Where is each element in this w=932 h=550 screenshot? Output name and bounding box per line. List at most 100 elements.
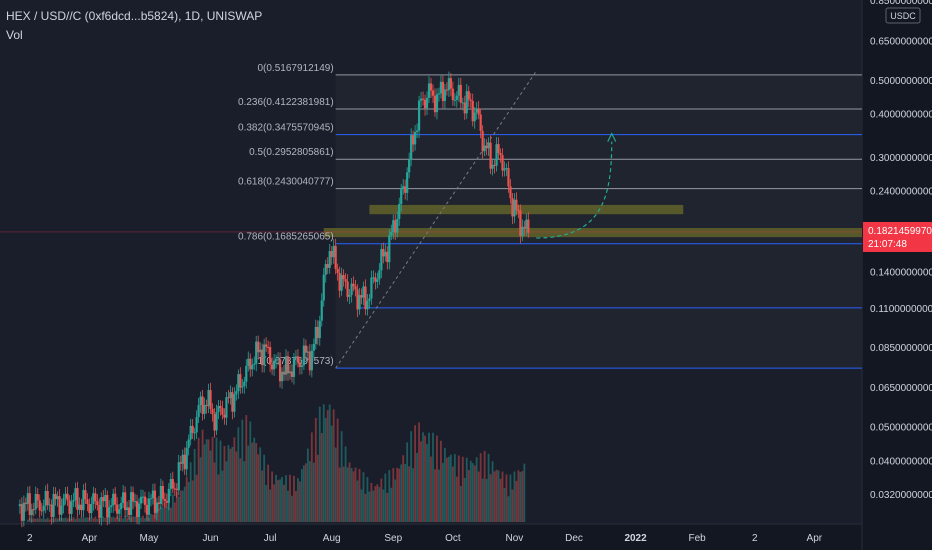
candle-body[interactable] — [282, 371, 286, 375]
candle-body[interactable] — [390, 231, 393, 236]
candle-body[interactable] — [30, 509, 33, 516]
candle-body[interactable] — [60, 505, 63, 515]
candle-body[interactable] — [34, 493, 37, 510]
candle-body[interactable] — [155, 502, 159, 513]
candle-body[interactable] — [525, 219, 528, 229]
candle-body[interactable] — [96, 501, 99, 506]
price-axis[interactable] — [862, 0, 932, 550]
candle-body[interactable] — [64, 493, 67, 499]
candle-body[interactable] — [344, 279, 347, 282]
candle-body[interactable] — [135, 501, 139, 517]
candle-body[interactable] — [372, 277, 375, 279]
candle-body[interactable] — [314, 326, 317, 344]
candle-body[interactable] — [42, 505, 45, 511]
candle-body[interactable] — [139, 496, 143, 504]
candle-body[interactable] — [479, 114, 482, 131]
candle-body[interactable] — [159, 486, 162, 504]
candle-body[interactable] — [318, 320, 321, 339]
candle-body[interactable] — [195, 417, 198, 433]
candle-body[interactable] — [271, 364, 274, 370]
candle-body[interactable] — [276, 359, 280, 361]
candle-body[interactable] — [124, 492, 127, 511]
candle-body[interactable] — [284, 356, 288, 375]
currency-badge[interactable] — [885, 7, 921, 24]
candle-body[interactable] — [368, 298, 371, 301]
candle-body[interactable] — [425, 97, 429, 109]
candle-body[interactable] — [392, 220, 395, 232]
candle-body[interactable] — [165, 500, 168, 503]
candle-body[interactable] — [215, 411, 218, 431]
candle-body[interactable] — [447, 78, 450, 91]
candle-body[interactable] — [187, 439, 190, 448]
candle-body[interactable] — [213, 414, 216, 431]
candle-body[interactable] — [272, 360, 276, 370]
candle-body[interactable] — [181, 454, 184, 464]
candle-body[interactable] — [503, 168, 506, 171]
candle-body[interactable] — [364, 286, 367, 310]
candle-body[interactable] — [509, 186, 512, 199]
candle-body[interactable] — [324, 264, 327, 275]
candle-body[interactable] — [267, 346, 270, 348]
candle-body[interactable] — [108, 507, 111, 518]
candle-body[interactable] — [153, 490, 157, 513]
candle-body[interactable] — [493, 164, 496, 166]
candle-body[interactable] — [88, 504, 91, 514]
candle-body[interactable] — [473, 112, 476, 122]
resistance-zone[interactable] — [323, 228, 862, 238]
candle-body[interactable] — [243, 381, 246, 387]
candle-body[interactable] — [322, 274, 325, 301]
candle-body[interactable] — [90, 503, 93, 514]
candle-body[interactable] — [78, 504, 81, 510]
candle-body[interactable] — [217, 405, 220, 412]
candle-body[interactable] — [169, 479, 172, 489]
candle-body[interactable] — [74, 488, 77, 500]
candle-body[interactable] — [68, 500, 71, 514]
candle-body[interactable] — [429, 83, 433, 91]
candle-body[interactable] — [32, 509, 35, 511]
candle-body[interactable] — [417, 100, 421, 131]
candle-body[interactable] — [404, 186, 407, 193]
candle-body[interactable] — [356, 289, 359, 310]
candle-body[interactable] — [145, 504, 149, 515]
candle-body[interactable] — [223, 414, 226, 418]
candle-body[interactable] — [423, 99, 427, 109]
candle-body[interactable] — [445, 89, 448, 91]
candle-body[interactable] — [52, 493, 55, 517]
candle-body[interactable] — [406, 172, 409, 193]
candle-body[interactable] — [261, 349, 264, 366]
candle-body[interactable] — [437, 93, 441, 95]
candle-body[interactable] — [489, 142, 492, 169]
candle-body[interactable] — [128, 507, 131, 516]
candle-body[interactable] — [521, 226, 524, 237]
candle-body[interactable] — [499, 153, 502, 156]
candle-body[interactable] — [374, 277, 377, 282]
candle-body[interactable] — [56, 496, 59, 500]
candle-body[interactable] — [92, 493, 95, 504]
candle-body[interactable] — [451, 88, 454, 100]
candle-body[interactable] — [133, 501, 137, 503]
candle-body[interactable] — [378, 270, 381, 280]
candle-body[interactable] — [209, 390, 212, 409]
candle-body[interactable] — [255, 341, 258, 364]
candle-body[interactable] — [110, 505, 113, 508]
candle-body[interactable] — [80, 504, 83, 511]
candle-body[interactable] — [131, 492, 135, 502]
candle-body[interactable] — [241, 386, 244, 388]
candle-body[interactable] — [104, 495, 107, 502]
candle-body[interactable] — [50, 504, 53, 517]
candle-body[interactable] — [441, 81, 445, 102]
candle-body[interactable] — [485, 145, 488, 149]
candle-body[interactable] — [288, 371, 292, 374]
projection-arrow[interactable] — [536, 141, 613, 239]
candle-body[interactable] — [412, 135, 415, 145]
candle-body[interactable] — [360, 295, 363, 298]
candle-body[interactable] — [211, 408, 214, 415]
candle-body[interactable] — [394, 220, 397, 233]
candle-body[interactable] — [94, 493, 97, 502]
candle-body[interactable] — [201, 396, 204, 414]
candle-body[interactable] — [219, 405, 222, 409]
candle-body[interactable] — [274, 359, 278, 361]
candle-body[interactable] — [463, 102, 466, 114]
candle-body[interactable] — [167, 488, 170, 503]
candle-body[interactable] — [495, 144, 498, 166]
